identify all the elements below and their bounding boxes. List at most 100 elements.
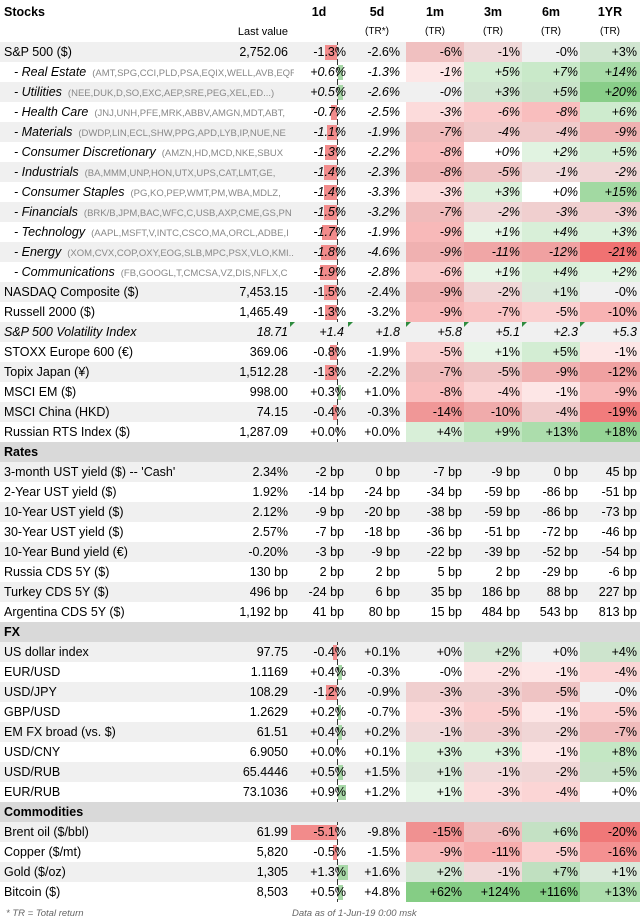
change-1d-bar [329, 345, 337, 360]
table-row: 2-Year UST yield ($) 1.92% -14 bp -24 bp -34… [0, 482, 640, 502]
change-1d: +0.3% [290, 382, 348, 402]
change-1d: -0.8% [290, 342, 348, 362]
change-1d-bar [338, 785, 347, 800]
change-5d: +1.6% [364, 865, 400, 879]
change-1d-bar [325, 305, 337, 320]
row-label: - Materials (DWDP,LIN,ECL,SHW,PPG,APD,LYB… [4, 122, 294, 142]
change-3m: -1% [464, 762, 522, 782]
change-1d-value: -1.3% [313, 305, 346, 319]
change-1m: -14% [406, 402, 464, 422]
table-row: GBP/USD 1.2629 +0.2% -0.7% -3% -5% -1% -5% [0, 702, 640, 722]
zero-axis [337, 842, 338, 862]
change-3m: +5.1 [464, 322, 522, 342]
change-1d: -1.3% [290, 142, 348, 162]
zero-axis [337, 42, 338, 62]
instrument-name: Argentina CDS 5Y ($) [4, 605, 125, 619]
change-1yr: +1% [580, 862, 640, 882]
change-1d-value: +0.3% [310, 385, 346, 399]
table-row: MSCI China (HKD) 74.15 -0.4% -0.3% -14% -10% -… [0, 402, 640, 422]
change-1d-value: -0.4% [313, 405, 346, 419]
change-5d: 80 bp [368, 605, 400, 619]
as-of-date: Data as of 1-Jun-19 0:00 msk [292, 908, 417, 919]
change-1d: -9 bp [315, 505, 345, 519]
change-1d-bar [338, 865, 348, 880]
instrument-name: S&P 500 ($) [4, 45, 72, 59]
change-1m: -7% [406, 362, 464, 382]
period-subheader [290, 22, 348, 42]
change-1yr: +5% [580, 762, 640, 782]
change-1d-value: +0.6% [310, 65, 346, 79]
change-3m: -3% [464, 722, 522, 742]
comment-marker [580, 322, 585, 327]
table-row: USD/JPY 108.29 -1.2% -0.9% -3% -3% -5% -0% [0, 682, 640, 702]
comment-marker [522, 322, 527, 327]
table-row: 10-Year UST yield ($) 2.12% -9 bp -20 bp -38… [0, 502, 640, 522]
zero-axis [337, 742, 338, 762]
instrument-name: - Financials [14, 205, 78, 219]
instrument-name: MSCI China (HKD) [4, 405, 110, 419]
last-value: 74.15 [256, 405, 288, 419]
change-1d-bar [324, 185, 337, 200]
change-1d-value: -1.4% [313, 185, 346, 199]
change-1d-value: -0.8% [313, 345, 346, 359]
row-label: Topix Japan (¥) [4, 362, 294, 382]
change-6m: +1% [522, 282, 580, 302]
change-6m: -1% [522, 382, 580, 402]
table-row: US dollar index 97.75 -0.4% +0.1% +0% +2% +0% +… [0, 642, 640, 662]
change-1yr: -0% [614, 685, 637, 699]
change-5d: -1.9% [367, 225, 400, 239]
row-label: USD/RUB [4, 762, 294, 782]
change-6m: -52 bp [542, 545, 578, 559]
change-1d: +0.6% [290, 62, 348, 82]
zero-axis [337, 62, 338, 82]
change-6m: +7% [522, 862, 580, 882]
change-1yr: 227 bp [598, 585, 637, 599]
row-label: Argentina CDS 5Y ($) [4, 602, 294, 622]
row-label: USD/CNY [4, 742, 294, 762]
change-1yr: +15% [580, 182, 640, 202]
instrument-name: STOXX Europe 600 (€) [4, 345, 134, 359]
change-3m: +3% [464, 82, 522, 102]
change-6m: -4% [522, 402, 580, 422]
change-6m: -86 bp [542, 505, 578, 519]
change-1d: +0.4% [290, 722, 348, 742]
zero-axis [337, 342, 338, 362]
row-label: Russia CDS 5Y ($) [4, 562, 294, 582]
change-3m: +2% [464, 642, 522, 662]
row-label: GBP/USD [4, 702, 294, 722]
instrument-name: USD/JPY [4, 685, 57, 699]
table-row: - Energy (XOM,CVX,COP,OXY,EOG,SLB,MPC,PSX… [0, 242, 640, 262]
instrument-name: - Utilities [14, 85, 62, 99]
zero-axis [337, 162, 338, 182]
table-row: Turkey CDS 5Y ($) 496 bp -24 bp 6 bp 35 bp 18… [0, 582, 640, 602]
change-1d-bar [338, 765, 343, 780]
table-row: USD/CNY 6.9050 +0.0% +0.1% +3% +3% -1% +8% [0, 742, 640, 762]
last-value: 1,512.28 [239, 365, 288, 379]
zero-axis [337, 302, 338, 322]
change-6m: -1% [522, 662, 580, 682]
row-label: US dollar index [4, 642, 294, 662]
change-1d: +0.5% [290, 82, 348, 102]
change-1d: -3 bp [315, 545, 345, 559]
change-6m: +2.3 [522, 322, 580, 342]
instrument-name: - Consumer Discretionary [14, 145, 156, 159]
change-1d-bar [323, 205, 337, 220]
change-1yr: +4% [580, 642, 640, 662]
change-3m: +3% [464, 742, 522, 762]
last-value: 2,752.06 [239, 45, 288, 59]
change-3m: -4% [464, 382, 522, 402]
change-1m: -34 bp [426, 485, 462, 499]
change-1d: -1.3% [290, 302, 348, 322]
change-1d-value: +1.4 [319, 325, 344, 339]
zero-axis [337, 422, 338, 442]
constituent-tickers: (XOM,CVX,COP,OXY,EOG,SLB,MPC,PSX,VLO,KMI… [67, 248, 294, 259]
table-row: - Communications (FB,GOOGL,T,CMCSA,VZ,DIS… [0, 262, 640, 282]
change-1d-value: -1.3% [313, 145, 346, 159]
change-1yr: 45 bp [605, 465, 637, 479]
change-1d-value: -1.5% [313, 285, 346, 299]
change-1m: 35 bp [430, 585, 462, 599]
table-row: 3-month UST yield ($) -- 'Cash' 2.34% -2 b… [0, 462, 640, 482]
change-1d-value: -1.2% [313, 685, 346, 699]
change-5d: +0.2% [364, 725, 400, 739]
change-1d-bar [338, 385, 341, 400]
